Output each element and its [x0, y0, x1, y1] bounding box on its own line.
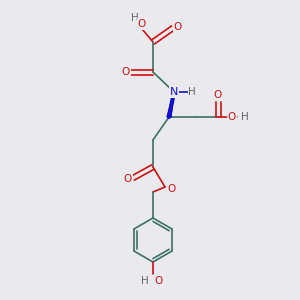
Text: H: H	[188, 87, 196, 97]
Polygon shape	[167, 92, 174, 117]
Text: O: O	[228, 112, 236, 122]
Text: N: N	[170, 87, 178, 97]
Text: H: H	[241, 112, 249, 122]
Text: O: O	[154, 276, 162, 286]
Text: O: O	[124, 174, 132, 184]
Text: O: O	[122, 67, 130, 77]
Text: O: O	[214, 90, 222, 100]
Text: O: O	[167, 184, 175, 194]
Text: O: O	[138, 19, 146, 29]
Text: O: O	[174, 22, 182, 32]
Text: H: H	[131, 13, 139, 23]
Text: H: H	[141, 276, 149, 286]
